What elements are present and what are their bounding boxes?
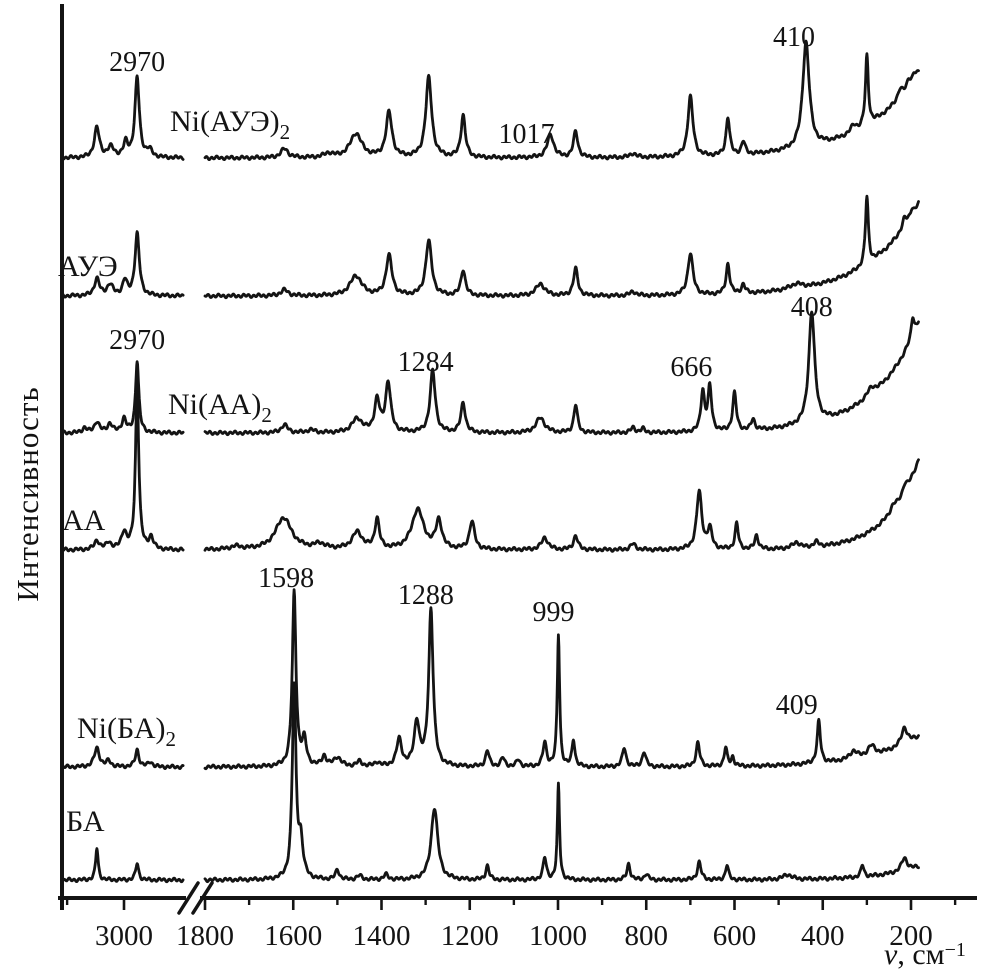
series-label-Ni(AUE)2: Ni(АУЭ)2 (170, 105, 290, 144)
x-tick-label: 600 (713, 920, 757, 952)
x-tick-label: 800 (625, 920, 669, 952)
x-axis-unit-exponent: −1 (944, 939, 966, 961)
peak-label-1598: 1598 (258, 563, 314, 594)
peak-label-1284: 1284 (398, 347, 454, 378)
peak-label-2970: 2970 (109, 325, 165, 356)
x-tick-label: 1800 (176, 920, 234, 952)
peak-label-408: 408 (791, 292, 833, 323)
axis-break-slash (177, 881, 200, 915)
x-tick-label: 200 (889, 920, 933, 952)
series-label-AUE: АУЭ (58, 250, 118, 283)
series-label-BA: БА (66, 805, 105, 838)
series-label-AA: АА (62, 504, 106, 537)
spectrum-trace-AA (61, 385, 920, 553)
x-tick-label: 1400 (353, 920, 411, 952)
x-tick-label: 400 (801, 920, 845, 952)
spectrum-trace-AUE (61, 194, 920, 300)
spectrum-trace-Ni(BA)2 (61, 588, 920, 771)
peak-label-410: 410 (773, 22, 815, 53)
peak-label-2970: 2970 (109, 47, 165, 78)
peak-label-999: 999 (532, 597, 574, 628)
peak-label-1288: 1288 (398, 580, 454, 611)
x-axis-title: ν, см−1 (884, 938, 966, 972)
x-tick-label: 1000 (529, 920, 587, 952)
axis-break-slash (191, 881, 214, 915)
peak-label-666: 666 (670, 352, 712, 383)
y-axis-title: Интенсивность (10, 386, 45, 602)
x-axis-unit: , см (897, 938, 945, 971)
x-tick-label: 1600 (264, 920, 322, 952)
spectrum-trace-Ni(AA)2 (61, 310, 920, 437)
x-tick-label: 3000 (95, 920, 153, 952)
x-tick-label: 1200 (441, 920, 499, 952)
series-label-Ni(AA)2: Ni(АА)2 (168, 388, 272, 427)
nu-symbol: ν (884, 938, 898, 971)
spectrum-trace-BA (61, 681, 920, 884)
peak-label-409: 409 (776, 690, 818, 721)
spectrum-trace-Ni(AUE)2 (61, 39, 920, 161)
peak-label-1017: 1017 (498, 119, 554, 150)
series-label-Ni(BA)2: Ni(БА)2 (77, 712, 176, 751)
